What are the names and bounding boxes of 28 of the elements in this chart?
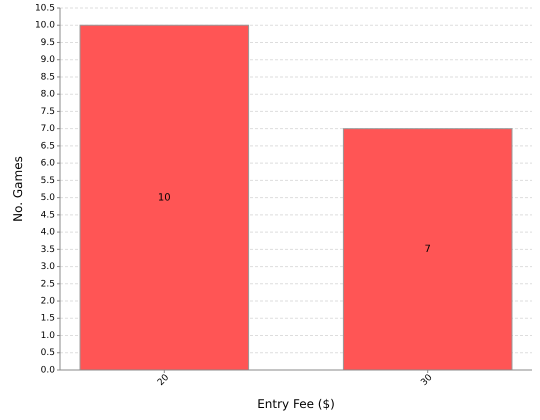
y-tick-label: 8.5: [40, 72, 55, 82]
y-tick-label: 2.5: [40, 279, 55, 290]
y-tick-label: 1.0: [40, 330, 56, 341]
y-tick-label: 4.5: [40, 210, 55, 220]
y-tick-label: 9.0: [40, 55, 56, 66]
y-tick-label: 4.0: [40, 228, 56, 238]
y-tick-label: 6.0: [40, 158, 56, 169]
y-tick-label: 3.0: [40, 262, 56, 272]
data-label: 7: [424, 244, 431, 256]
y-tick-label: 5.5: [40, 176, 55, 186]
y-tick-label: 10.0: [34, 20, 56, 31]
data-label: 10: [158, 192, 171, 204]
x-axis-title: Entry Fee ($): [257, 397, 335, 411]
y-tick-label: 6.5: [40, 141, 55, 152]
y-tick-label: 1.5: [40, 314, 55, 324]
y-tick-label: 8.0: [40, 90, 56, 100]
y-tick-label: 5.0: [40, 193, 56, 204]
y-axis-title: No. Games: [11, 156, 25, 222]
y-tick-label: 7.5: [40, 106, 55, 117]
y-tick-label: 0.5: [40, 348, 55, 358]
y-tick-label: 2.0: [40, 296, 56, 307]
y-tick-label: 9.5: [40, 38, 55, 48]
x-tick-label: 30: [419, 372, 435, 388]
y-tick-label: 10.5: [34, 3, 55, 14]
y-tick-label: 7.0: [40, 124, 56, 134]
y-tick-label: 0.0: [40, 365, 56, 376]
y-tick-label: 3.5: [40, 244, 55, 255]
x-tick-label: 20: [156, 372, 172, 388]
